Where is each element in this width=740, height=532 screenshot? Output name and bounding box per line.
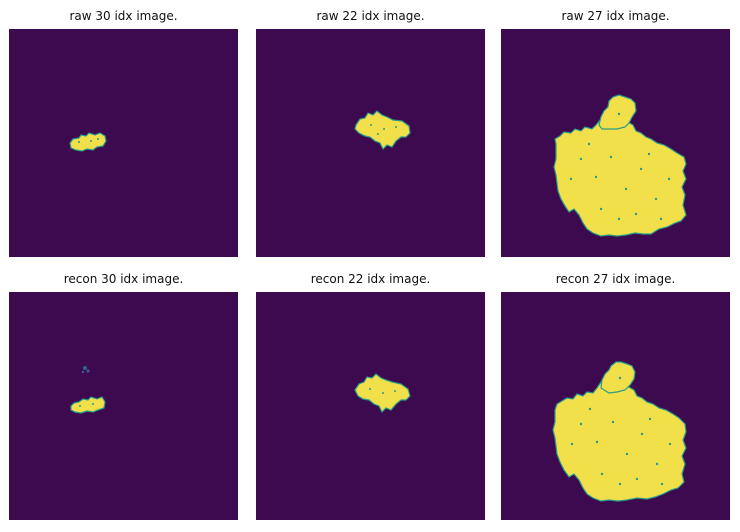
blob-image-raw-30 <box>9 29 238 257</box>
panel-title: recon 22 idx image. <box>310 272 431 286</box>
blob-image-recon-22 <box>256 292 485 520</box>
panel-title: recon 27 idx image. <box>555 272 676 286</box>
blob-image-raw-22 <box>256 29 485 257</box>
blob-image-raw-27 <box>501 29 730 257</box>
panel-title: raw 22 idx image. <box>316 9 425 23</box>
panel-title: raw 27 idx image. <box>561 9 670 23</box>
panel-title: recon 30 idx image. <box>63 272 184 286</box>
blob-image-recon-27 <box>501 292 730 520</box>
panel-title: raw 30 idx image. <box>69 9 178 23</box>
blob-image-recon-30 <box>9 292 238 520</box>
